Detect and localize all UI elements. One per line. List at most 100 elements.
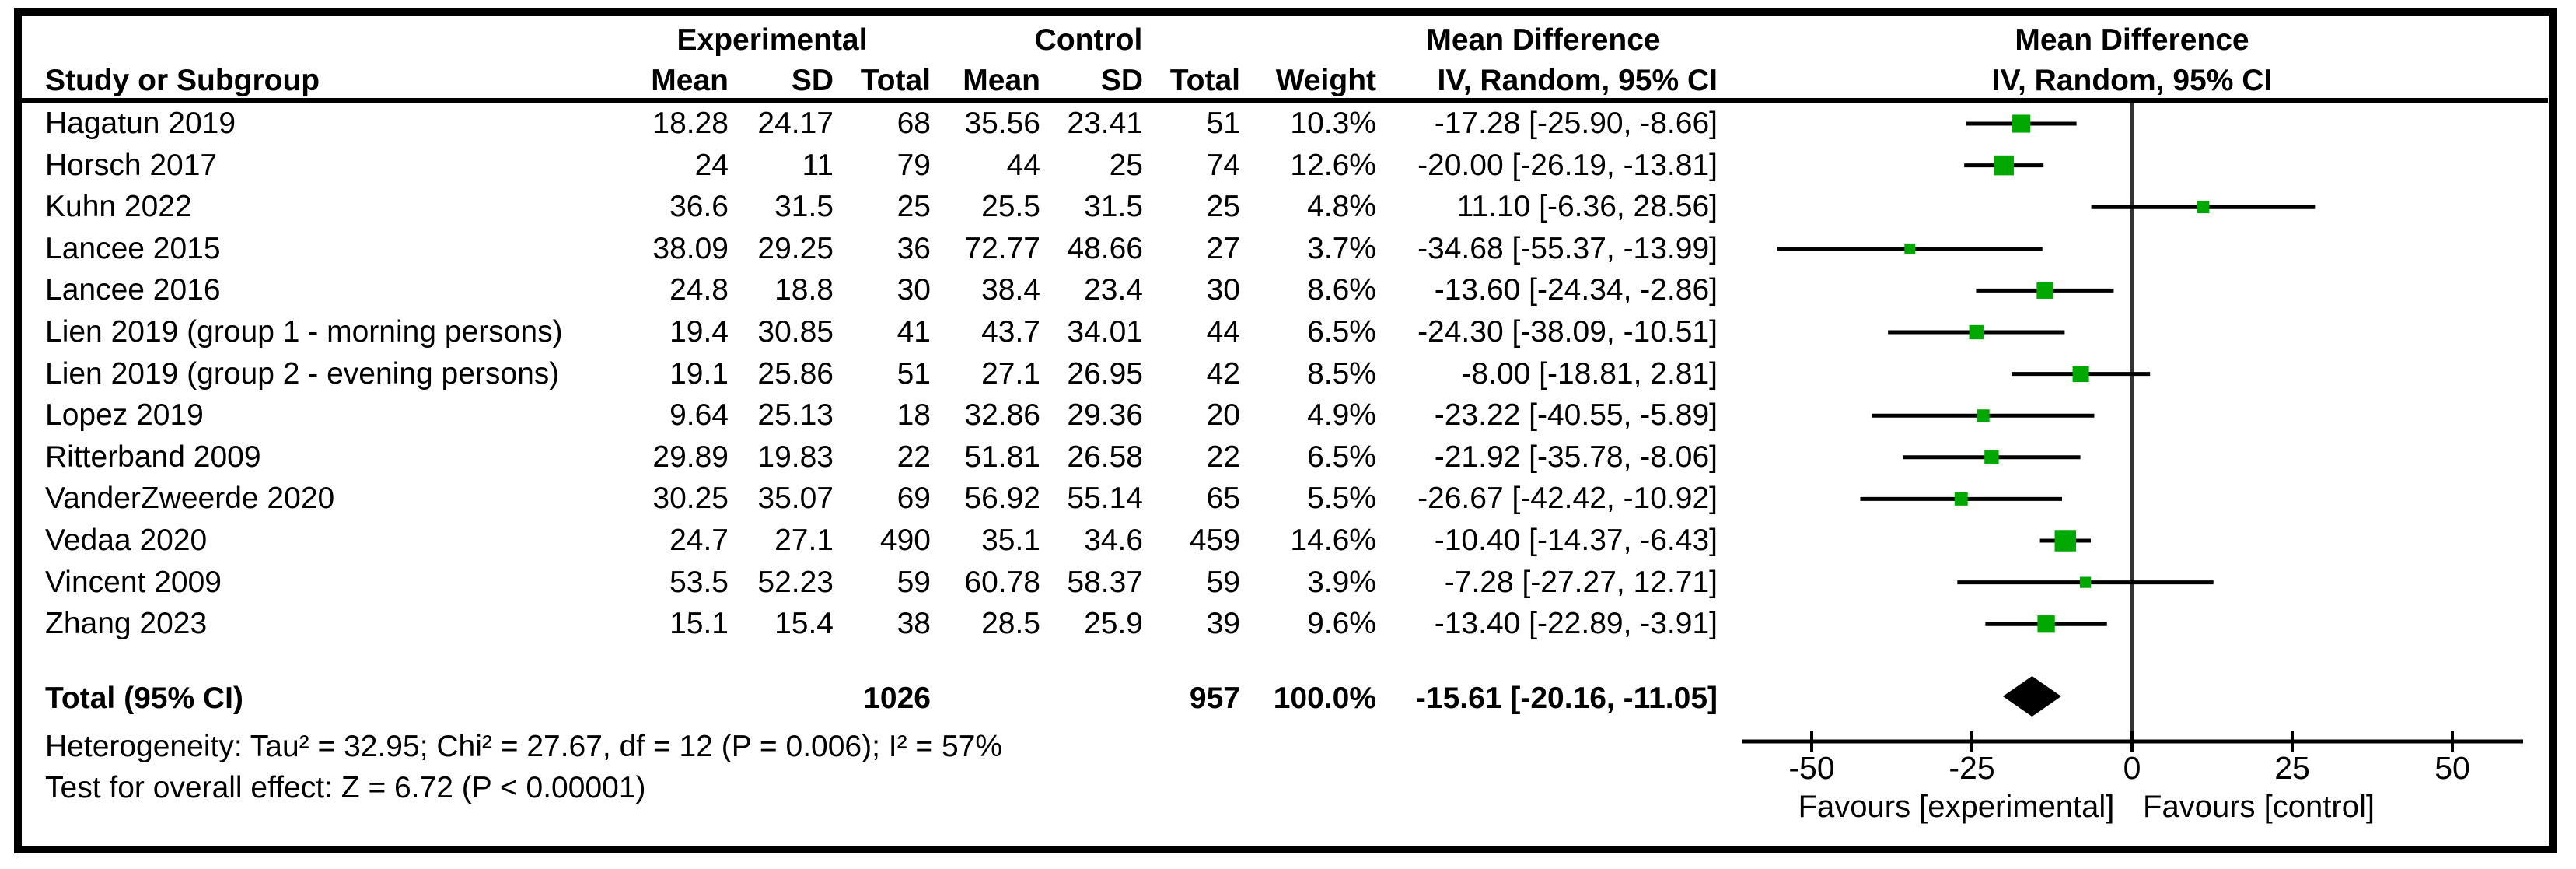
- row-md-ci: -13.60 [-24.34, -2.86]: [1434, 273, 1718, 307]
- row-weight: 3.7%: [1307, 231, 1376, 265]
- col-header-ci-text: IV, Random, 95% CI: [1437, 64, 1718, 97]
- exp-total: 69: [897, 482, 931, 516]
- effect-square: [2054, 530, 2077, 552]
- ctrl-total: 44: [1206, 315, 1240, 349]
- favours-right-label: Favours [control]: [2143, 790, 2375, 824]
- ctrl-total: 74: [1206, 148, 1240, 182]
- ctrl-mean: 35.1: [981, 524, 1040, 557]
- study-name: Vincent 2009: [45, 565, 222, 599]
- col-header-ctrl-mean: Mean: [963, 64, 1040, 97]
- row-md-ci: -26.67 [-42.42, -10.92]: [1417, 482, 1718, 516]
- study-name: Lancee 2015: [45, 231, 221, 265]
- exp-total: 36: [897, 231, 931, 265]
- group-header-experimental: Experimental: [676, 23, 868, 57]
- study-name: VanderZweerde 2020: [45, 482, 335, 516]
- exp-total: 51: [897, 356, 931, 391]
- exp-mean: 38.09: [652, 231, 729, 265]
- row-weight: 4.8%: [1307, 190, 1376, 224]
- ctrl-mean: 43.7: [981, 315, 1040, 349]
- exp-sd: 29.25: [757, 231, 834, 265]
- study-name: Zhang 2023: [45, 607, 208, 641]
- exp-sd: 19.83: [757, 440, 834, 474]
- exp-total: 25: [897, 190, 931, 224]
- exp-sd: 11: [802, 148, 834, 182]
- effect-square: [2079, 576, 2092, 588]
- effect-square: [1994, 155, 2014, 176]
- ctrl-mean: 25.5: [981, 190, 1040, 224]
- effect-square: [2036, 282, 2053, 299]
- summary-diamond: [2002, 676, 2061, 717]
- ctrl-total: 20: [1206, 398, 1240, 433]
- col-header-ci-plot: IV, Random, 95% CI: [1991, 64, 2273, 97]
- ctrl-total: 459: [1189, 524, 1240, 557]
- ctrl-sd: 25.9: [1084, 607, 1143, 641]
- forest-plot-canvas: -50 -25 0 25 50 Favours [experimental] Favours…: [1742, 103, 2523, 824]
- ctrl-mean: 35.56: [964, 107, 1040, 140]
- exp-sd: 25.86: [757, 356, 834, 391]
- exp-mean: 53.5: [669, 565, 729, 599]
- study-name: Horsch 2017: [45, 148, 218, 182]
- study-name: Lien 2019 (group 1 - morning persons): [45, 315, 563, 349]
- study-name: Ritterband 2009: [45, 440, 261, 474]
- ctrl-sd: 23.4: [1084, 273, 1143, 307]
- study-name: Vedaa 2020: [45, 524, 208, 557]
- exp-total: 79: [897, 148, 931, 182]
- ctrl-mean: 60.78: [964, 565, 1040, 599]
- ctrl-mean: 27.1: [981, 356, 1040, 391]
- effect-square: [2037, 615, 2055, 633]
- exp-mean: 24: [694, 148, 729, 182]
- exp-sd: 25.13: [757, 398, 834, 433]
- study-name: Lien 2019 (group 2 - evening persons): [45, 356, 560, 391]
- total-md-ci: -15.61 [-20.16, -11.05]: [1415, 682, 1718, 715]
- ctrl-sd: 25: [1109, 148, 1143, 182]
- col-header-ctrl-sd: SD: [1100, 64, 1143, 97]
- group-header-mean-difference-plot: Mean Difference: [2015, 23, 2249, 57]
- axis-tick-label: 50: [2434, 750, 2470, 786]
- exp-sd: 27.1: [774, 524, 834, 557]
- total-exp-total: 1026: [863, 682, 931, 715]
- study-name: Hagatun 2019: [45, 107, 236, 140]
- exp-total: 30: [897, 273, 931, 307]
- study-name: Lancee 2016: [45, 273, 221, 307]
- ctrl-total: 39: [1206, 607, 1240, 641]
- row-md-ci: -13.40 [-22.89, -3.91]: [1434, 607, 1718, 641]
- exp-total: 38: [897, 607, 931, 641]
- axis-tick-label: -50: [1788, 750, 1834, 786]
- favours-left-label: Favours [experimental]: [1798, 790, 2115, 824]
- ctrl-sd: 34.01: [1067, 315, 1143, 349]
- ctrl-sd: 29.36: [1067, 398, 1143, 433]
- row-weight: 5.5%: [1307, 482, 1376, 516]
- ctrl-mean: 28.5: [981, 607, 1040, 641]
- ctrl-total: 27: [1206, 231, 1240, 265]
- ctrl-sd: 31.5: [1084, 190, 1143, 224]
- row-md-ci: -21.92 [-35.78, -8.06]: [1434, 440, 1718, 474]
- row-weight: 6.5%: [1307, 315, 1376, 349]
- row-weight: 14.6%: [1290, 524, 1376, 557]
- exp-mean: 36.6: [669, 190, 729, 224]
- row-weight: 4.9%: [1307, 398, 1376, 433]
- exp-total: 68: [897, 107, 931, 140]
- study-name: Kuhn 2022: [45, 190, 192, 224]
- row-weight: 10.3%: [1290, 107, 1376, 140]
- ctrl-mean: 72.77: [964, 231, 1040, 265]
- ctrl-mean: 51.81: [964, 440, 1040, 474]
- col-header-exp-mean: Mean: [651, 64, 729, 97]
- col-header-exp-sd: SD: [791, 64, 834, 97]
- group-header-mean-difference-text: Mean Difference: [1426, 23, 1661, 57]
- exp-mean: 30.25: [652, 482, 729, 516]
- ctrl-sd: 48.66: [1067, 231, 1143, 265]
- exp-mean: 24.7: [669, 524, 729, 557]
- ctrl-total: 65: [1206, 482, 1240, 516]
- exp-total: 41: [897, 315, 931, 349]
- exp-mean: 9.64: [669, 398, 729, 433]
- row-weight: 6.5%: [1307, 440, 1376, 474]
- col-header-weight: Weight: [1275, 64, 1376, 97]
- exp-mean: 29.89: [652, 440, 729, 474]
- ctrl-mean: 44: [1006, 148, 1040, 182]
- exp-sd: 35.07: [757, 482, 834, 516]
- row-md-ci: -17.28 [-25.90, -8.66]: [1434, 107, 1718, 140]
- row-weight: 3.9%: [1307, 565, 1376, 599]
- study-name: Lopez 2019: [45, 398, 204, 433]
- col-header-study: Study or Subgroup: [45, 64, 320, 97]
